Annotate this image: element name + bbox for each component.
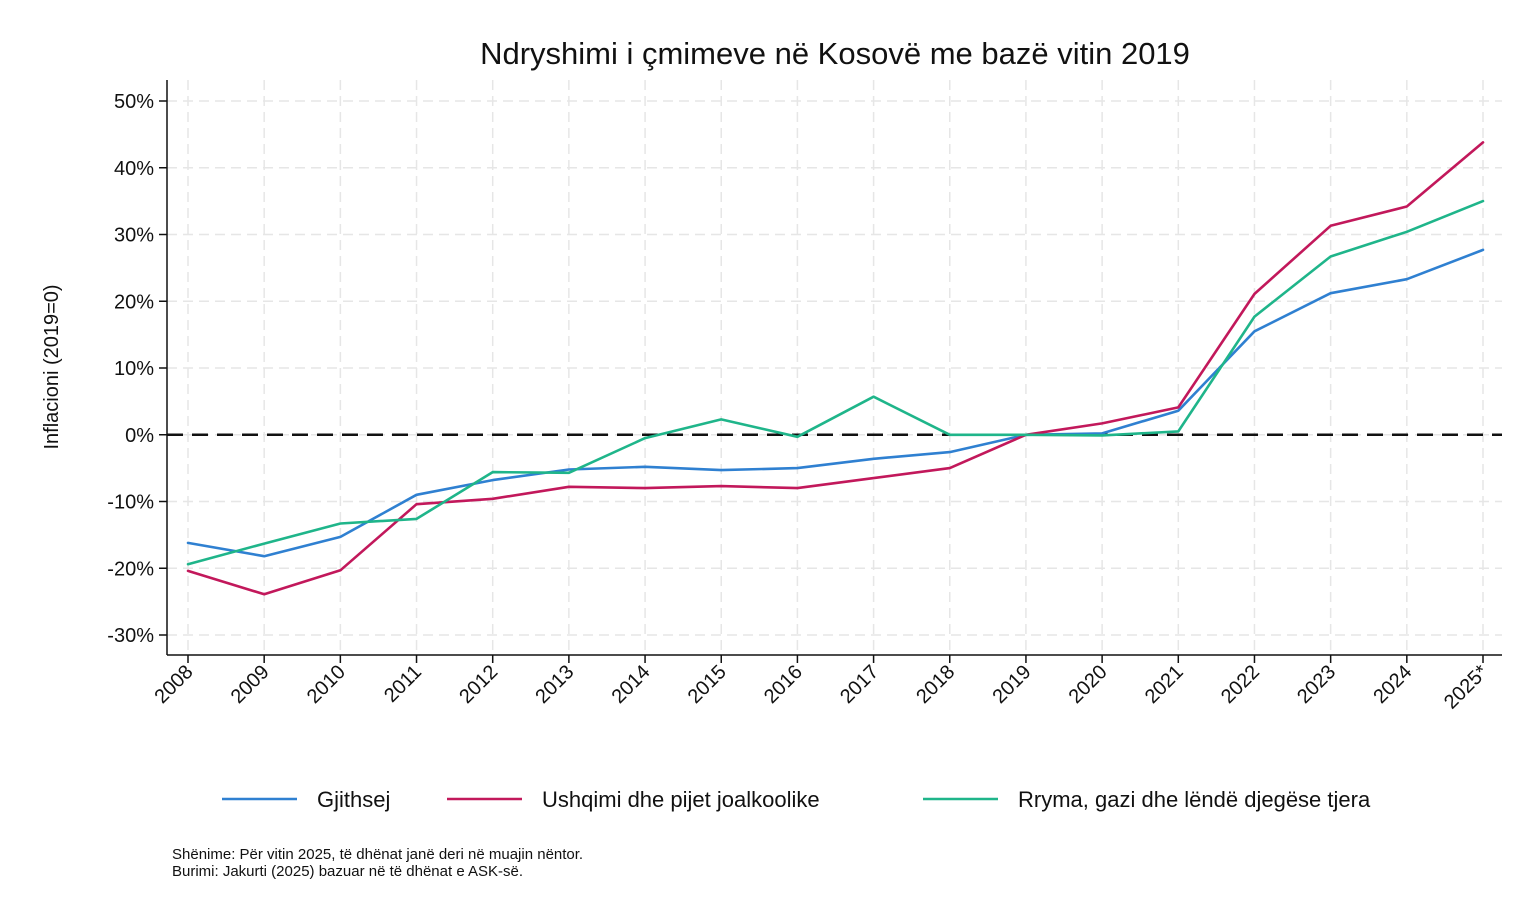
x-tick-label: 2017: [836, 661, 883, 708]
gridlines: [167, 80, 1502, 655]
x-tick-label: 2021: [1141, 661, 1188, 708]
x-axis-ticks: 2008 2009 2010 2011 2012 2013 2014 2015 2016 2017…: [151, 655, 1493, 714]
y-tick-label: 0%: [125, 425, 154, 447]
x-tick-label: 2019: [988, 661, 1035, 708]
x-tick-label: 2023: [1293, 661, 1340, 708]
y-axis-ticks: 50% 40% 30% 20% 10% 0% -10% -20% -30%: [107, 91, 167, 647]
series-lines: [186, 141, 1485, 596]
x-tick-label: 2020: [1065, 661, 1112, 708]
y-tick-label: 20%: [114, 291, 154, 313]
y-axis-title: Inflacioni (2019=0): [41, 284, 63, 449]
source-text: Burimi: Jakurti (2025) bazuar në të dhën…: [172, 863, 524, 880]
x-tick-label: 2024: [1369, 661, 1416, 708]
legend-label: Rryma, gazi dhe lëndë djegëse tjera: [1018, 787, 1371, 812]
y-tick-label: 50%: [114, 91, 154, 113]
legend-label: Gjithsej: [317, 787, 390, 812]
series-line: [186, 199, 1485, 566]
x-tick-label: 2015: [684, 661, 731, 708]
y-tick-label: -20%: [107, 558, 154, 580]
y-tick-label: 40%: [114, 158, 154, 180]
x-tick-label: 2022: [1217, 661, 1264, 708]
legend: Gjithsej Ushqimi dhe pijet joalkoolike Rry…: [222, 787, 1371, 812]
note-text: Shënime: Për vitin 2025, të dhënat janë …: [172, 846, 584, 863]
y-tick-label: 30%: [114, 225, 154, 247]
series-line: [186, 248, 1485, 558]
y-tick-label: -10%: [107, 492, 154, 514]
chart-title: Ndryshimi i çmimeve në Kosovë me bazë vi…: [480, 36, 1190, 71]
x-tick-label: 2009: [227, 661, 274, 708]
x-tick-label: 2025*: [1440, 661, 1493, 714]
x-tick-label: 2012: [455, 661, 502, 708]
y-tick-label: -30%: [107, 625, 154, 647]
x-tick-label: 2011: [380, 661, 426, 707]
x-tick-label: 2018: [912, 661, 959, 708]
x-tick-label: 2008: [151, 661, 198, 708]
series-line: [186, 141, 1485, 596]
x-tick-label: 2016: [760, 661, 807, 708]
y-tick-label: 10%: [114, 358, 154, 380]
legend-label: Ushqimi dhe pijet joalkoolike: [542, 787, 820, 812]
x-tick-label: 2014: [608, 661, 655, 708]
x-tick-label: 2010: [303, 661, 350, 708]
x-tick-label: 2013: [531, 661, 578, 708]
